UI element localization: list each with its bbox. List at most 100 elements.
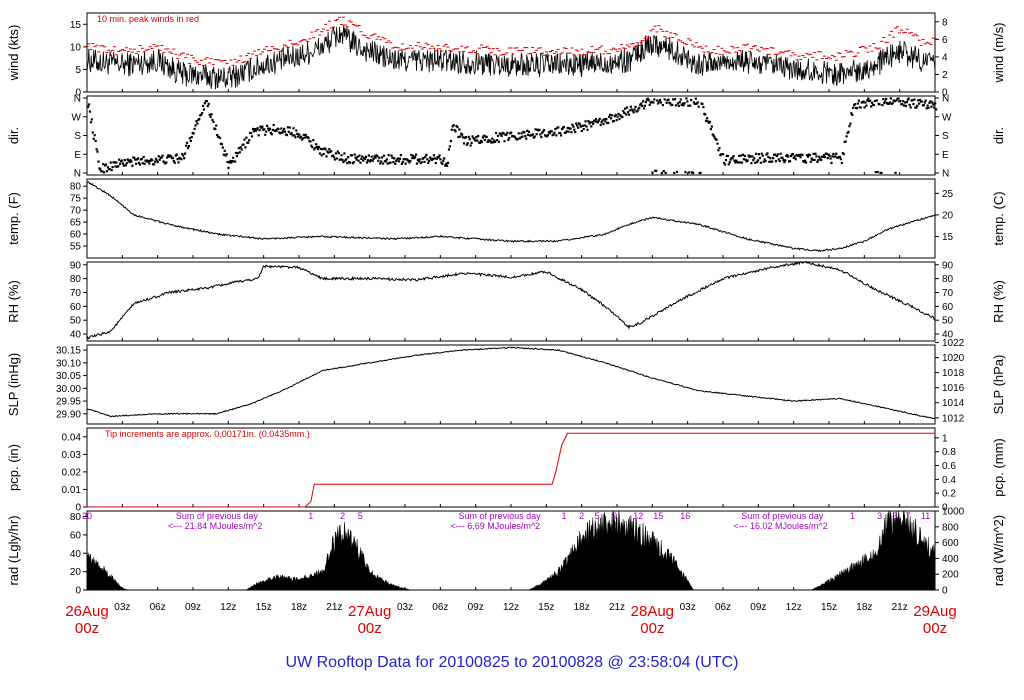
direction-point xyxy=(217,135,221,138)
direction-point xyxy=(187,145,191,148)
direction-point xyxy=(756,159,760,162)
direction-point xyxy=(559,134,563,137)
direction-point xyxy=(641,100,645,103)
direction-point xyxy=(310,144,313,147)
direction-point xyxy=(490,141,493,144)
direction-point xyxy=(934,102,937,105)
direction-point xyxy=(913,98,916,101)
hour-mark-label: 5 xyxy=(594,511,599,521)
direction-point xyxy=(495,139,499,142)
direction-point xyxy=(439,158,442,161)
direction-point xyxy=(313,148,316,151)
direction-point xyxy=(935,108,938,111)
direction-point xyxy=(295,129,298,132)
direction-point xyxy=(425,153,428,156)
direction-point xyxy=(234,151,238,155)
direction-point xyxy=(332,156,336,159)
direction-point xyxy=(142,155,145,159)
direction-point xyxy=(520,132,523,135)
direction-point xyxy=(553,131,556,134)
direction-point xyxy=(702,106,705,109)
direction-point xyxy=(417,160,420,163)
direction-point xyxy=(851,113,854,116)
direction-point xyxy=(912,102,915,106)
direction-point xyxy=(350,154,354,157)
direction-point xyxy=(545,135,549,138)
direction-point xyxy=(692,101,696,104)
direction-point xyxy=(570,131,573,134)
direction-point xyxy=(456,125,459,129)
direction-point xyxy=(401,161,404,164)
direction-point xyxy=(89,121,93,124)
y-tick-label-left: N xyxy=(74,94,81,105)
direction-point xyxy=(434,161,437,165)
direction-point xyxy=(285,133,289,137)
direction-point xyxy=(255,128,258,131)
direction-point xyxy=(513,135,517,138)
direction-point xyxy=(804,159,807,162)
direction-point xyxy=(572,125,575,128)
direction-point xyxy=(773,153,777,156)
direction-point xyxy=(784,159,787,162)
direction-point xyxy=(320,154,323,157)
direction-point xyxy=(813,158,816,162)
direction-point xyxy=(224,154,227,157)
direction-point xyxy=(774,160,778,163)
y-tick-label-right: S xyxy=(942,131,949,142)
direction-point xyxy=(508,136,511,140)
direction-point xyxy=(216,133,219,137)
direction-point xyxy=(930,105,933,108)
direction-point xyxy=(674,104,678,107)
hour-mark-label: 2 xyxy=(579,511,584,521)
direction-point xyxy=(733,159,736,162)
direction-point xyxy=(403,158,406,161)
direction-point xyxy=(716,142,719,145)
direction-point xyxy=(296,132,299,135)
y-axis-label-right: rad (W/m^2) xyxy=(991,515,1006,586)
direction-point xyxy=(806,155,810,158)
direction-point xyxy=(723,161,726,165)
direction-point xyxy=(916,104,919,107)
direction-point xyxy=(220,143,223,146)
direction-point xyxy=(507,138,510,142)
direction-point xyxy=(95,148,98,151)
direction-point xyxy=(428,159,431,162)
direction-point xyxy=(450,128,453,131)
direction-point xyxy=(414,153,418,156)
direction-point xyxy=(712,134,715,137)
direction-point xyxy=(929,100,932,103)
direction-point xyxy=(457,135,460,139)
direction-point xyxy=(911,99,914,102)
direction-point xyxy=(345,158,348,161)
direction-point xyxy=(602,122,605,126)
direction-point xyxy=(486,140,489,143)
direction-point xyxy=(160,156,163,159)
y-tick-label-left: 0 xyxy=(75,586,81,597)
direction-point xyxy=(718,146,721,150)
direction-point xyxy=(679,98,682,101)
direction-point xyxy=(687,104,690,107)
direction-point xyxy=(920,100,924,103)
direction-point xyxy=(120,159,124,162)
y-axis-label-right: RH (%) xyxy=(991,280,1006,323)
direction-point xyxy=(880,171,883,174)
direction-point xyxy=(894,171,897,174)
direction-point xyxy=(96,150,99,153)
direction-point xyxy=(468,138,471,141)
direction-point xyxy=(111,166,114,169)
direction-point xyxy=(250,135,254,138)
direction-point xyxy=(637,108,640,111)
direction-point xyxy=(882,97,885,101)
direction-point xyxy=(669,102,672,105)
direction-point xyxy=(105,170,109,173)
direction-point xyxy=(475,136,478,139)
y-tick-label-left: 60 xyxy=(70,530,82,541)
direction-point xyxy=(607,121,610,124)
direction-point xyxy=(431,157,435,160)
direction-point xyxy=(724,158,728,162)
direction-point xyxy=(469,144,472,147)
hour-mark-label: 5 xyxy=(358,511,363,521)
direction-point xyxy=(717,149,720,152)
direction-point xyxy=(364,155,368,158)
